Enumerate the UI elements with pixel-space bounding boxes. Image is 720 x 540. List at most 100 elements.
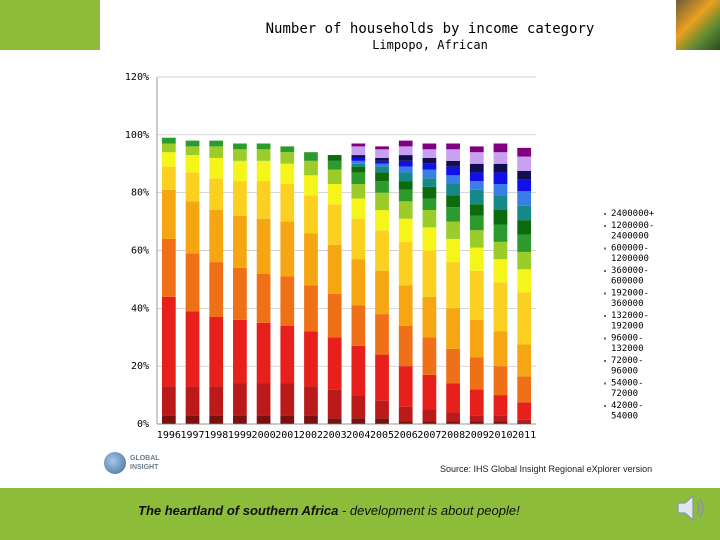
bar-segment [517,191,532,206]
bar-segment [517,234,532,252]
bar-segment [446,383,460,413]
bar-segment [446,143,460,150]
axes: 0%20%40%60%80%100%120%1996 1997 1998 1999 20… [125,72,536,441]
bar-segment [517,170,532,180]
x-tick-label: 2008 [441,430,465,441]
bar-segment [161,296,176,387]
y-tick-label: 20% [131,361,149,372]
x-tick-label: 2004 [346,430,370,441]
bar-segment [185,386,200,416]
bar-segment [351,218,366,260]
bar-segment [469,172,484,182]
bar-segment [209,262,224,318]
y-tick-label: 40% [131,303,149,314]
bar-segment [185,201,200,254]
bar-segment [493,224,508,242]
bar-segment [256,383,271,416]
legend-marker [604,405,606,407]
bar-segment [422,337,437,375]
bar-segment [493,143,508,153]
legend-entry: 2400000+ [611,209,655,219]
x-tick-label: 1997 [180,430,204,441]
bar-segment [327,244,342,294]
bar-segment [256,322,271,384]
bar-segment [375,172,389,182]
bar-segment [375,166,389,173]
bar-segment [469,189,484,205]
bar-segment [351,157,366,161]
bar-segment [398,160,413,167]
header-decorative-band [0,0,100,50]
bar-segment [161,386,176,416]
global-insight-logo: GLOBAL INSIGHT [104,452,194,476]
bar-segment [375,400,389,419]
bar-segment [375,210,389,231]
bar-segment [398,189,413,202]
bar-segment [209,386,224,416]
bar-segment [469,421,484,424]
bar-segment [493,421,508,424]
bar-segment [185,140,200,147]
bar-segment [493,415,508,422]
speaker-icon[interactable] [672,490,712,526]
bar-segment [493,172,508,184]
bar-segment [185,415,200,424]
bar-segment [469,415,484,422]
bar-segment [469,163,484,173]
bar-segment [256,273,271,323]
bar-segment [493,183,508,196]
bar-segment [304,415,318,424]
footer-tagline: The heartland of southern Africa - devel… [138,503,520,518]
bar-segment [327,160,342,170]
bar-segment [398,325,413,367]
legend-entry: 600000-1200000 [611,244,649,265]
bar-segment [422,296,437,338]
bar-segment [446,221,460,239]
bar-segment [233,143,247,150]
bar-segment [469,146,484,153]
bar-segment [517,220,532,235]
legend-marker [604,382,606,385]
bar-segment [469,215,484,231]
bar-segment [351,259,366,306]
bar-segment [398,140,413,147]
bar-segment [469,270,484,320]
bar-segment [469,152,484,164]
bar-segment [517,402,532,420]
bar-segment [446,348,460,384]
bar-segment [375,146,389,150]
bar-segment [351,172,366,184]
legend: 2400000+ 1200000-2400000600000-1200000360… [604,209,655,422]
bar-segment [375,418,389,424]
bar-segment [327,204,342,245]
bar-segment [398,146,413,156]
legend-marker [604,213,606,215]
x-tick-label: 1999 [228,430,252,441]
bar-segment [398,285,413,326]
bar-segment [422,227,437,251]
bar-segment [209,178,224,211]
bar-segment [185,146,200,156]
bar-segment [493,331,508,367]
bar-segment [185,172,200,202]
bar-segment [304,331,318,387]
bar-segment [233,149,247,161]
bar-segment [422,143,437,150]
logo-line1: GLOBAL [130,455,160,462]
x-tick-label: 2007 [417,430,441,441]
x-tick-label: 2005 [370,430,394,441]
chart-panel: Number of households by income category … [100,10,676,480]
y-tick-label: 120% [125,72,149,83]
bar-segment [493,282,508,332]
bar-segment [209,157,224,179]
bar-segment [280,183,295,222]
bar-segment [256,160,271,182]
bar-segment [422,169,437,179]
bar-segment [422,149,437,158]
bar-segment [209,140,224,147]
bar-segment [517,251,532,270]
bar-segment [469,389,484,416]
bar-segment [469,247,484,271]
bar-segment [185,253,200,312]
legend-entry: 192000-360000 [611,289,649,310]
